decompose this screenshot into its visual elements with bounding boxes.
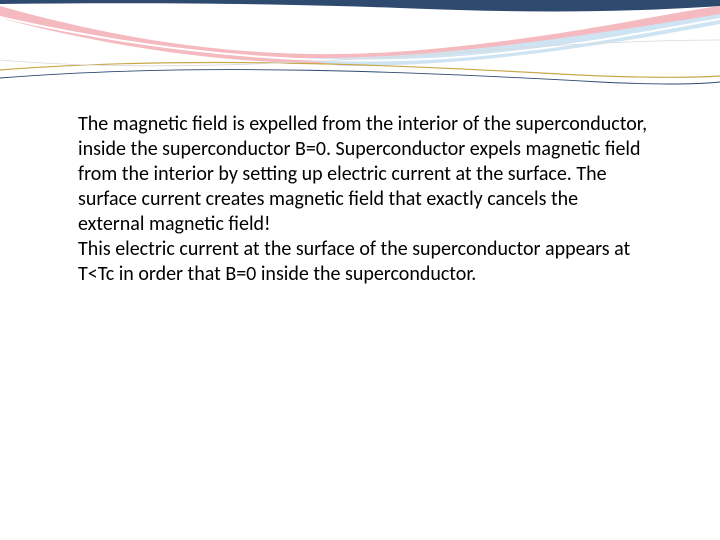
slide: The magnetic field is expelled from the … (0, 0, 720, 540)
header-wave-decoration (0, 0, 720, 100)
slide-body-text: The magnetic field is expelled from the … (78, 112, 648, 287)
wave-svg (0, 0, 720, 100)
